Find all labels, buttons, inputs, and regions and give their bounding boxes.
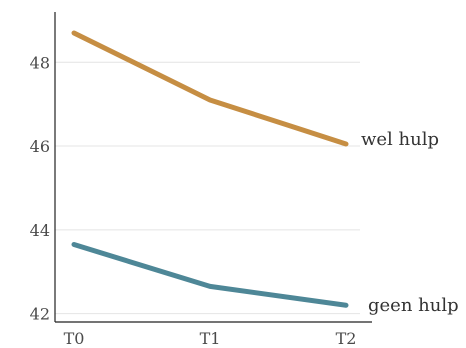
series-label-1: geen hulp	[368, 295, 459, 316]
x-tick-label: T2	[336, 329, 357, 348]
y-tick-label: 46	[30, 137, 50, 156]
series-line-0	[71, 30, 349, 147]
grid-layer	[55, 61, 360, 315]
x-tick-label: T0	[64, 329, 85, 348]
series-line-1	[71, 242, 349, 308]
y-tick-label: 42	[30, 305, 50, 324]
y-tick-label: 44	[30, 221, 50, 240]
series-layer	[71, 30, 349, 308]
x-tick-label: T1	[200, 329, 221, 348]
series-label-0: wel hulp	[361, 129, 439, 150]
y-tick-labels: 42 44 46 48	[30, 53, 50, 323]
series-labels: wel hulp geen hulp	[361, 129, 459, 316]
axis-layer	[54, 12, 372, 323]
x-tick-labels: T0 T1 T2	[64, 329, 357, 348]
y-tick-label: 48	[30, 53, 50, 72]
